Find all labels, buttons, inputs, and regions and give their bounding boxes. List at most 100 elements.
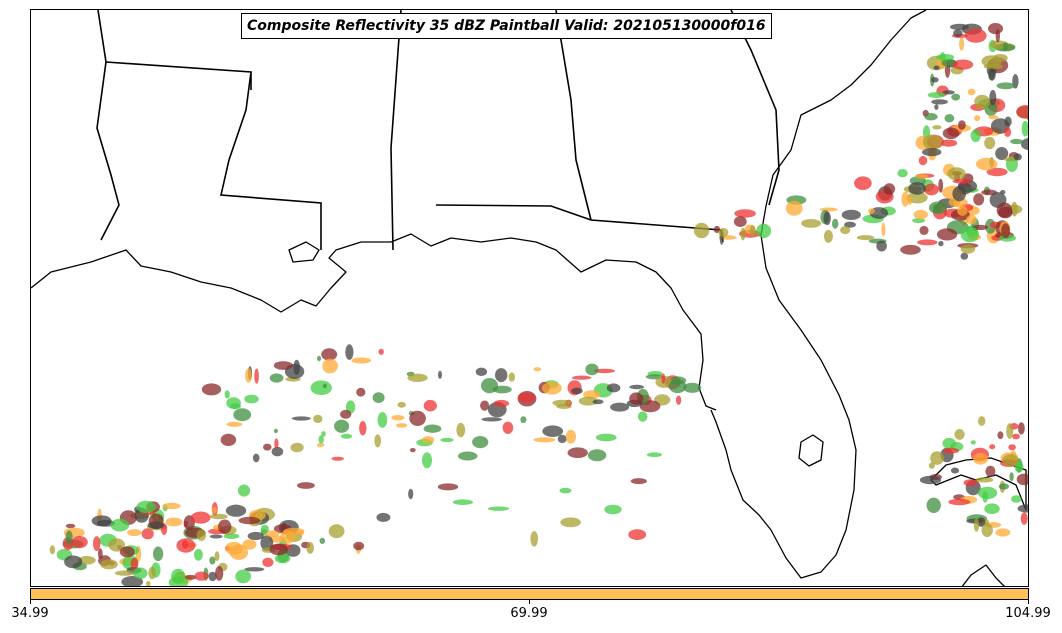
- storm-cell: [924, 183, 939, 196]
- storm-cell: [942, 127, 960, 139]
- storm-cell: [409, 410, 426, 426]
- storm-cell: [557, 434, 567, 444]
- storm-cell: [938, 178, 944, 193]
- storm-cell: [630, 478, 647, 485]
- storm-cell: [897, 169, 908, 178]
- storm-cell: [64, 555, 83, 569]
- storm-cell: [988, 23, 1003, 35]
- storm-cell: [356, 387, 366, 397]
- storm-cell: [819, 207, 838, 212]
- storm-cell: [595, 433, 617, 442]
- storm-cell: [1017, 504, 1028, 513]
- storm-cell: [162, 502, 181, 510]
- storm-cell: [148, 566, 156, 580]
- storm-cell: [247, 531, 264, 541]
- storm-cell: [274, 438, 279, 450]
- storm-cell: [1004, 127, 1012, 137]
- storm-cell: [214, 551, 220, 562]
- storm-cell: [930, 451, 944, 465]
- storm-cell: [1020, 512, 1028, 525]
- storm-cell: [1011, 495, 1022, 503]
- storm-cell: [936, 228, 958, 241]
- coast-atlantic: [765, 10, 927, 207]
- storm-cell: [223, 533, 240, 539]
- storm-cell: [970, 129, 981, 143]
- storm-cell: [988, 68, 996, 81]
- storm-cell: [271, 446, 284, 457]
- storm-cell: [926, 497, 941, 513]
- storm-cell: [938, 240, 944, 247]
- storm-cell: [313, 414, 323, 424]
- storm-cell: [407, 373, 428, 382]
- storm-cell: [951, 93, 961, 101]
- storm-cell: [492, 385, 512, 394]
- storm-cell: [273, 428, 278, 434]
- storm-cell: [952, 178, 972, 184]
- storm-cell: [832, 218, 839, 229]
- storm-cell: [668, 379, 687, 394]
- storm-cell: [629, 392, 644, 405]
- storm-cell: [1016, 105, 1028, 119]
- storm-cell: [377, 412, 388, 428]
- storm-cell: [975, 477, 994, 483]
- storm-cell: [1027, 136, 1028, 144]
- storm-cell: [942, 90, 955, 95]
- storm-cell: [960, 252, 969, 260]
- storm-cell: [985, 465, 996, 477]
- border-ms-west: [96, 10, 120, 241]
- storm-cell: [756, 223, 772, 239]
- coast-florida-east: [710, 205, 857, 579]
- storm-cell: [91, 515, 112, 527]
- storm-cell: [868, 208, 875, 215]
- storm-cell: [953, 29, 963, 37]
- storm-cell: [977, 486, 998, 499]
- storm-cell: [457, 451, 478, 461]
- storm-cell: [1018, 422, 1025, 435]
- storm-cell: [876, 240, 887, 252]
- storm-cell: [225, 541, 243, 555]
- storm-cell: [785, 200, 803, 216]
- storm-cell: [957, 205, 968, 216]
- storm-cell: [316, 443, 325, 447]
- storm-cell: [661, 373, 666, 384]
- storm-cell: [114, 570, 135, 576]
- storm-cell: [565, 429, 577, 444]
- storm-cell: [136, 500, 156, 513]
- storm-cell: [208, 571, 217, 582]
- storm-cell: [452, 499, 473, 506]
- storm-cell: [943, 447, 959, 454]
- storm-cell: [823, 211, 831, 226]
- storm-cell: [378, 348, 384, 355]
- storm-cell: [900, 244, 921, 255]
- storm-cell: [906, 192, 928, 204]
- storm-cell: [683, 382, 702, 393]
- storm-cell: [1010, 138, 1024, 145]
- storm-cell: [225, 504, 247, 517]
- storm-cell: [397, 401, 406, 408]
- storm-cell: [637, 411, 648, 422]
- storm-cell: [919, 475, 942, 485]
- storm-cell: [1008, 444, 1016, 451]
- storm-cell: [801, 219, 822, 228]
- storm-cell: [963, 479, 978, 487]
- storm-cell: [958, 120, 966, 130]
- storm-cell: [988, 115, 999, 120]
- storm-cell: [209, 556, 216, 565]
- reflectivity-cells: [49, 23, 1028, 586]
- storm-cell: [291, 416, 311, 421]
- storm-cell: [201, 383, 222, 396]
- storm-cell: [552, 399, 572, 407]
- storm-cell: [567, 447, 588, 459]
- storm-cell: [165, 517, 183, 527]
- storm-cell: [1021, 120, 1028, 137]
- storm-cell: [973, 518, 980, 532]
- storm-cell: [542, 425, 564, 438]
- storm-cell: [318, 435, 324, 444]
- storm-cell: [560, 517, 581, 528]
- storm-cell: [215, 566, 224, 581]
- storm-cell: [975, 157, 998, 171]
- storm-cell: [319, 537, 326, 545]
- storm-cell: [973, 193, 985, 206]
- storm-cell: [340, 409, 352, 419]
- storm-cell: [391, 415, 405, 421]
